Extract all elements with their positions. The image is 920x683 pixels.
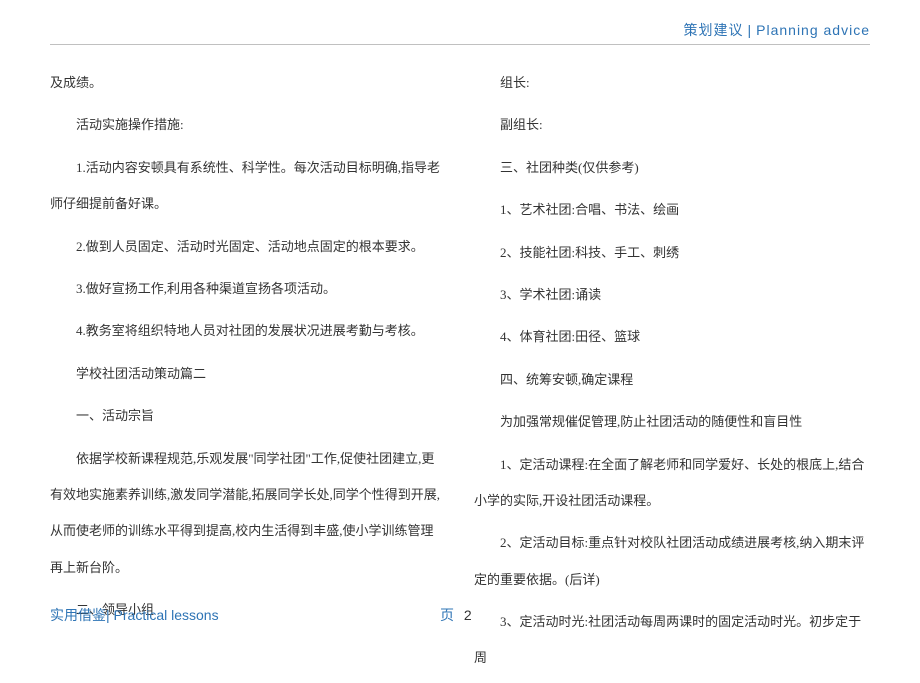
footer-page: 页 2	[440, 605, 472, 625]
para: 3、学术社团:诵读	[474, 277, 870, 313]
footer-page-num: 2	[464, 607, 472, 623]
para: 三、社团种类(仅供参考)	[474, 150, 870, 186]
para: 副组长:	[474, 107, 870, 143]
para: 3.做好宣扬工作,利用各种渠道宣扬各项活动。	[50, 271, 446, 307]
page-footer: 实用借鉴| Practical lessons 页 2	[50, 605, 870, 625]
footer-label: 实用借鉴| Practical lessons	[50, 605, 219, 625]
para: 一、活动宗旨	[50, 398, 446, 434]
para: 1、艺术社团:合唱、书法、绘画	[474, 192, 870, 228]
para: 组长:	[474, 65, 870, 101]
left-column: 及成绩。 活动实施操作措施: 1.活动内容安顿具有系统性、科学性。每次活动目标明…	[50, 65, 446, 683]
header-title-cn: 策划建议	[684, 22, 744, 38]
footer-label-cn: 实用借鉴	[50, 607, 106, 623]
para: 及成绩。	[50, 65, 446, 101]
para: 依据学校新课程规范,乐观发展"同学社团"工作,促使社团建立,更有效地实施素养训练…	[50, 441, 446, 587]
content-area: 及成绩。 活动实施操作措施: 1.活动内容安顿具有系统性、科学性。每次活动目标明…	[50, 65, 870, 683]
para: 活动实施操作措施:	[50, 107, 446, 143]
para: 四、统筹安顿,确定课程	[474, 362, 870, 398]
right-column: 组长: 副组长: 三、社团种类(仅供参考) 1、艺术社团:合唱、书法、绘画 2、…	[474, 65, 870, 683]
header-sep: |	[748, 22, 753, 38]
para: 2、定活动目标:重点针对校队社团活动成绩进展考核,纳入期末评定的重要依据。(后详…	[474, 525, 870, 598]
para: 为加强常规催促管理,防止社团活动的随便性和盲目性	[474, 404, 870, 440]
para: 4.教务室将组织特地人员对社团的发展状况进展考勤与考核。	[50, 313, 446, 349]
para: 2、技能社团:科技、手工、刺绣	[474, 235, 870, 271]
para: 1、定活动课程:在全面了解老师和同学爱好、长处的根底上,结合小学的实际,开设社团…	[474, 447, 870, 520]
page-header: 策划建议|Planning advice	[50, 20, 870, 45]
footer-page-label: 页	[440, 607, 454, 623]
para: 1.活动内容安顿具有系统性、科学性。每次活动目标明确,指导老师仔细提前备好课。	[50, 150, 446, 223]
para: 学校社团活动策动篇二	[50, 356, 446, 392]
footer-sep: |	[106, 607, 114, 623]
para: 2.做到人员固定、活动时光固定、活动地点固定的根本要求。	[50, 229, 446, 265]
header-title-en: Planning advice	[756, 22, 870, 38]
header-title: 策划建议|Planning advice	[684, 22, 871, 38]
para: 4、体育社团:田径、篮球	[474, 319, 870, 355]
footer-label-en: Practical lessons	[114, 607, 219, 623]
